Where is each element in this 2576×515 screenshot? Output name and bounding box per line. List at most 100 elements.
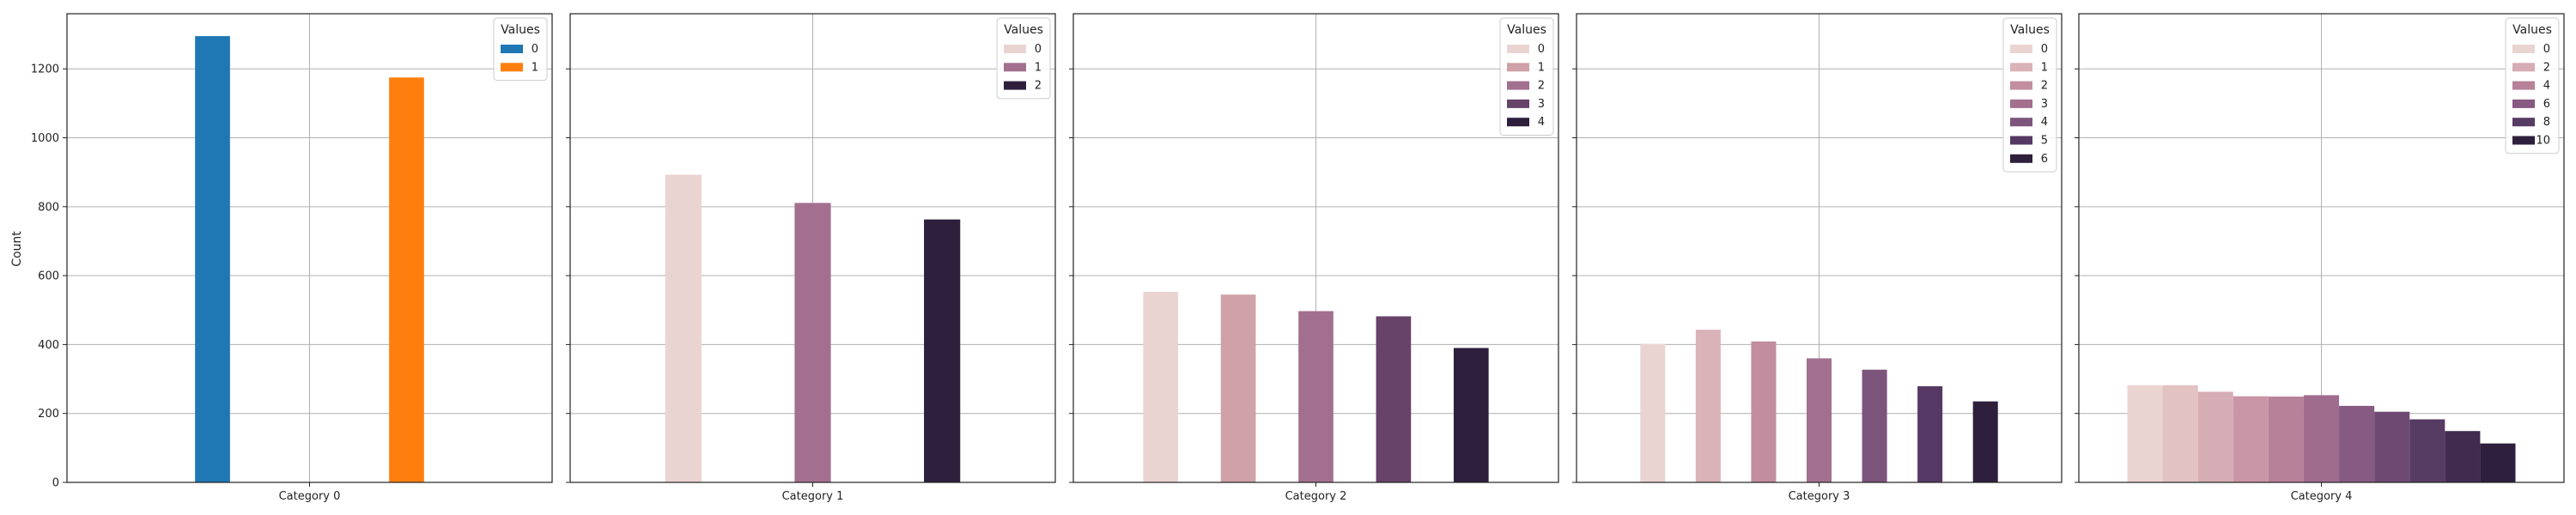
legend-swatch bbox=[1507, 63, 1529, 72]
legend-label: 4 bbox=[2041, 116, 2048, 129]
legend: Values 0 1 2 3 4 5 6 bbox=[2002, 17, 2057, 173]
legend-swatch bbox=[1507, 81, 1529, 90]
bar-6 bbox=[1972, 401, 1998, 482]
bar-5 bbox=[1917, 385, 1943, 482]
y-axis-label: Count bbox=[10, 231, 24, 267]
legend-box bbox=[996, 17, 1051, 100]
legend-label: 0 bbox=[2041, 43, 2048, 56]
legend-label: 2 bbox=[2041, 80, 2048, 93]
legend-swatch bbox=[2512, 45, 2535, 53]
bar-8 bbox=[2409, 419, 2445, 482]
legend: Values 0 1 2 bbox=[996, 17, 1051, 100]
legend-title: Values bbox=[1507, 23, 1546, 37]
x-tick-label: Category 1 bbox=[782, 490, 844, 503]
legend-swatch bbox=[2512, 81, 2535, 90]
legend-swatch bbox=[2512, 136, 2535, 145]
legend-swatch bbox=[1507, 45, 1529, 53]
legend-label: 4 bbox=[2543, 80, 2550, 93]
legend-swatch bbox=[1507, 118, 1529, 127]
legend-label: 1 bbox=[1035, 61, 1042, 74]
legend-label: 2 bbox=[1035, 80, 1042, 93]
legend-swatch bbox=[2010, 136, 2032, 145]
bar-1 bbox=[389, 77, 424, 482]
chart-panel-3: Category 3 Values 0 1 2 3 4 5 6 bbox=[1572, 13, 2063, 503]
bar-2 bbox=[2197, 391, 2233, 482]
bar-0 bbox=[2127, 385, 2163, 482]
bar-5 bbox=[2303, 395, 2340, 482]
legend-swatch bbox=[2010, 118, 2032, 127]
legend-label: 5 bbox=[2041, 135, 2048, 148]
bar-1 bbox=[1220, 294, 1256, 482]
legend: Values 0 2 4 6 8 10 bbox=[2505, 17, 2560, 154]
legend-swatch bbox=[501, 63, 523, 72]
legend-label: 2 bbox=[1538, 80, 1545, 93]
legend-label: 6 bbox=[2543, 98, 2550, 111]
bar-3 bbox=[1376, 316, 1412, 482]
legend-label: 3 bbox=[2041, 98, 2048, 111]
bar-2 bbox=[924, 219, 961, 482]
bar-4 bbox=[1453, 348, 1489, 482]
bar-3 bbox=[2233, 396, 2269, 482]
bar-0 bbox=[1640, 343, 1666, 482]
bar-4 bbox=[2268, 397, 2304, 482]
chart-panel-4: Category 4 Values 0 2 4 6 8 10 bbox=[2075, 13, 2565, 503]
bar-1 bbox=[794, 203, 831, 482]
legend: Values 0 1 2 3 4 bbox=[1499, 17, 1554, 136]
chart-panel-0: 0 200 400 600 800 1000 1200 Category 0 Values 0 1 bbox=[31, 13, 553, 503]
bar-3 bbox=[1806, 358, 1832, 482]
y-tick-label: 0 bbox=[52, 477, 59, 490]
bar-4 bbox=[1862, 369, 1887, 482]
legend-swatch bbox=[2010, 63, 2032, 72]
x-tick-label: Category 0 bbox=[279, 490, 341, 503]
bar-6 bbox=[2339, 405, 2375, 482]
legend-swatch bbox=[501, 45, 523, 53]
y-tick-label: 400 bbox=[38, 339, 59, 352]
legend-label: 6 bbox=[2041, 153, 2048, 166]
legend-label: 0 bbox=[1035, 43, 1042, 56]
bar-0 bbox=[195, 36, 230, 483]
legend-swatch bbox=[1004, 63, 1026, 72]
legend-label: 10 bbox=[2536, 135, 2550, 148]
legend-swatch bbox=[2512, 99, 2535, 108]
bar-1 bbox=[2162, 385, 2198, 482]
x-tick-label: Category 4 bbox=[2291, 490, 2353, 503]
y-tick-label: 800 bbox=[38, 201, 59, 214]
legend-title: Values bbox=[1004, 23, 1043, 37]
legend-label: 1 bbox=[532, 61, 538, 74]
y-tick-label: 1000 bbox=[31, 132, 59, 145]
legend-swatch bbox=[1004, 45, 1026, 53]
chart-panel-2: Category 2 Values 0 1 2 3 4 bbox=[1069, 13, 1559, 503]
legend-title: Values bbox=[501, 23, 540, 37]
chart-panel-1: Category 1 Values 0 1 2 bbox=[566, 13, 1056, 503]
legend-label: 0 bbox=[532, 43, 538, 56]
bar-0 bbox=[665, 174, 702, 483]
x-tick-label: Category 3 bbox=[1789, 490, 1850, 503]
legend-label: 1 bbox=[1538, 61, 1545, 74]
legend: Values 0 1 bbox=[493, 17, 548, 82]
legend-box bbox=[2002, 17, 2057, 173]
bar-2 bbox=[1751, 341, 1777, 482]
y-tick-label: 600 bbox=[38, 270, 59, 283]
legend-label: 4 bbox=[1538, 116, 1545, 129]
legend-label: 3 bbox=[1538, 98, 1545, 111]
bar-2 bbox=[1298, 311, 1334, 482]
legend-label: 0 bbox=[2543, 43, 2550, 56]
bar-7 bbox=[2374, 411, 2410, 482]
legend-swatch bbox=[2512, 118, 2535, 127]
x-tick-label: Category 2 bbox=[1285, 490, 1347, 503]
y-tick-label: 200 bbox=[38, 408, 59, 421]
bar-10 bbox=[2480, 443, 2516, 482]
legend-swatch bbox=[2010, 81, 2032, 90]
legend-title: Values bbox=[2512, 23, 2552, 37]
legend-label: 2 bbox=[2543, 61, 2550, 74]
legend-label: 8 bbox=[2543, 116, 2550, 129]
bar-0 bbox=[1143, 291, 1179, 482]
legend-swatch bbox=[1004, 81, 1026, 90]
legend-label: 0 bbox=[1538, 43, 1545, 56]
y-tick-label: 1200 bbox=[31, 64, 59, 76]
bar-9 bbox=[2445, 431, 2481, 482]
legend-swatch bbox=[2010, 154, 2032, 163]
legend-swatch bbox=[2512, 63, 2535, 72]
bar-1 bbox=[1695, 330, 1721, 482]
